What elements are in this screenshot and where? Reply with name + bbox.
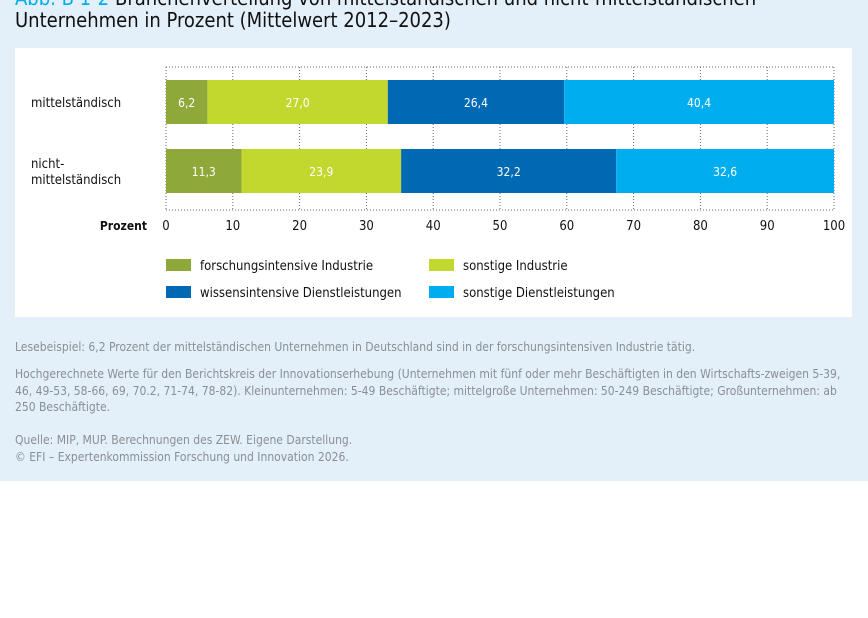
x-tick-label: 50 (493, 219, 508, 234)
category-label: mittelständisch (31, 96, 121, 111)
data-label: 27,0 (286, 96, 310, 110)
bar-segment (564, 80, 834, 124)
legend-label: forschungsintensive Industrie (200, 259, 373, 274)
copyright-note: © EFI – Expertenkommission Forschung und… (15, 450, 349, 464)
chart-panel: 0 10 20 30 40 50 60 70 80 90 100 Prozent mittelständ… (15, 48, 852, 317)
data-label: 11,3 (192, 165, 216, 179)
data-label: 32,6 (713, 165, 737, 179)
x-tick-label: 60 (559, 219, 574, 234)
x-tick-label: 100 (823, 219, 845, 234)
bar-segment (241, 149, 402, 193)
legend-swatch (166, 259, 191, 271)
x-tick-label: 80 (693, 219, 708, 234)
data-label: 26,4 (464, 96, 488, 110)
figure-title-line2: Unternehmen in Prozent (Mittelwert 2012–… (15, 8, 451, 32)
legend-swatch (429, 259, 454, 271)
data-label: 23,9 (309, 165, 333, 179)
x-tick-label: 10 (225, 219, 240, 234)
bar-segment (387, 80, 565, 124)
data-label: 32,2 (497, 165, 521, 179)
x-tick-label: 20 (292, 219, 307, 234)
x-tick-label: 40 (426, 219, 441, 234)
reading-example: Lesebeispiel: 6,2 Prozent der mittelstän… (15, 340, 696, 354)
stacked-bar-chart: 0 10 20 30 40 50 60 70 80 90 100 Prozent mittelständ… (31, 66, 845, 301)
bar-segment (401, 149, 617, 193)
legend-label: sonstige Industrie (463, 259, 568, 274)
x-tick-label: 70 (626, 219, 641, 234)
legend-label: sonstige Dienstleistungen (463, 286, 615, 301)
title-text: Branchenverteilung von mittelständischen… (115, 0, 756, 10)
bar-segment (166, 80, 208, 124)
x-tick-label: 90 (760, 219, 775, 234)
data-label: 6,2 (178, 96, 195, 110)
category-label: nicht-mittelständisch (31, 157, 121, 188)
bar-segment (616, 149, 834, 193)
method-note: Hochgerechnete Werte für den Berichtskre… (15, 367, 841, 414)
source-note: Quelle: MIP, MUP. Berechnungen des ZEW. … (15, 433, 353, 447)
x-axis-label: Prozent (100, 219, 147, 233)
figure-number: Abb. B 1-2 (15, 0, 109, 10)
x-tick-label: 0 (162, 219, 169, 234)
bar-segment (207, 80, 388, 124)
data-label: 40,4 (687, 96, 711, 110)
legend-label: wissensintensive Dienstleistungen (200, 286, 402, 301)
legend-swatch (166, 286, 191, 298)
bar-segment (166, 149, 242, 193)
figure-title-line1: Abb. B 1-2 Branchenverteilung von mittels… (15, 0, 756, 10)
x-tick-label: 30 (359, 219, 374, 234)
legend-swatch (429, 286, 454, 298)
